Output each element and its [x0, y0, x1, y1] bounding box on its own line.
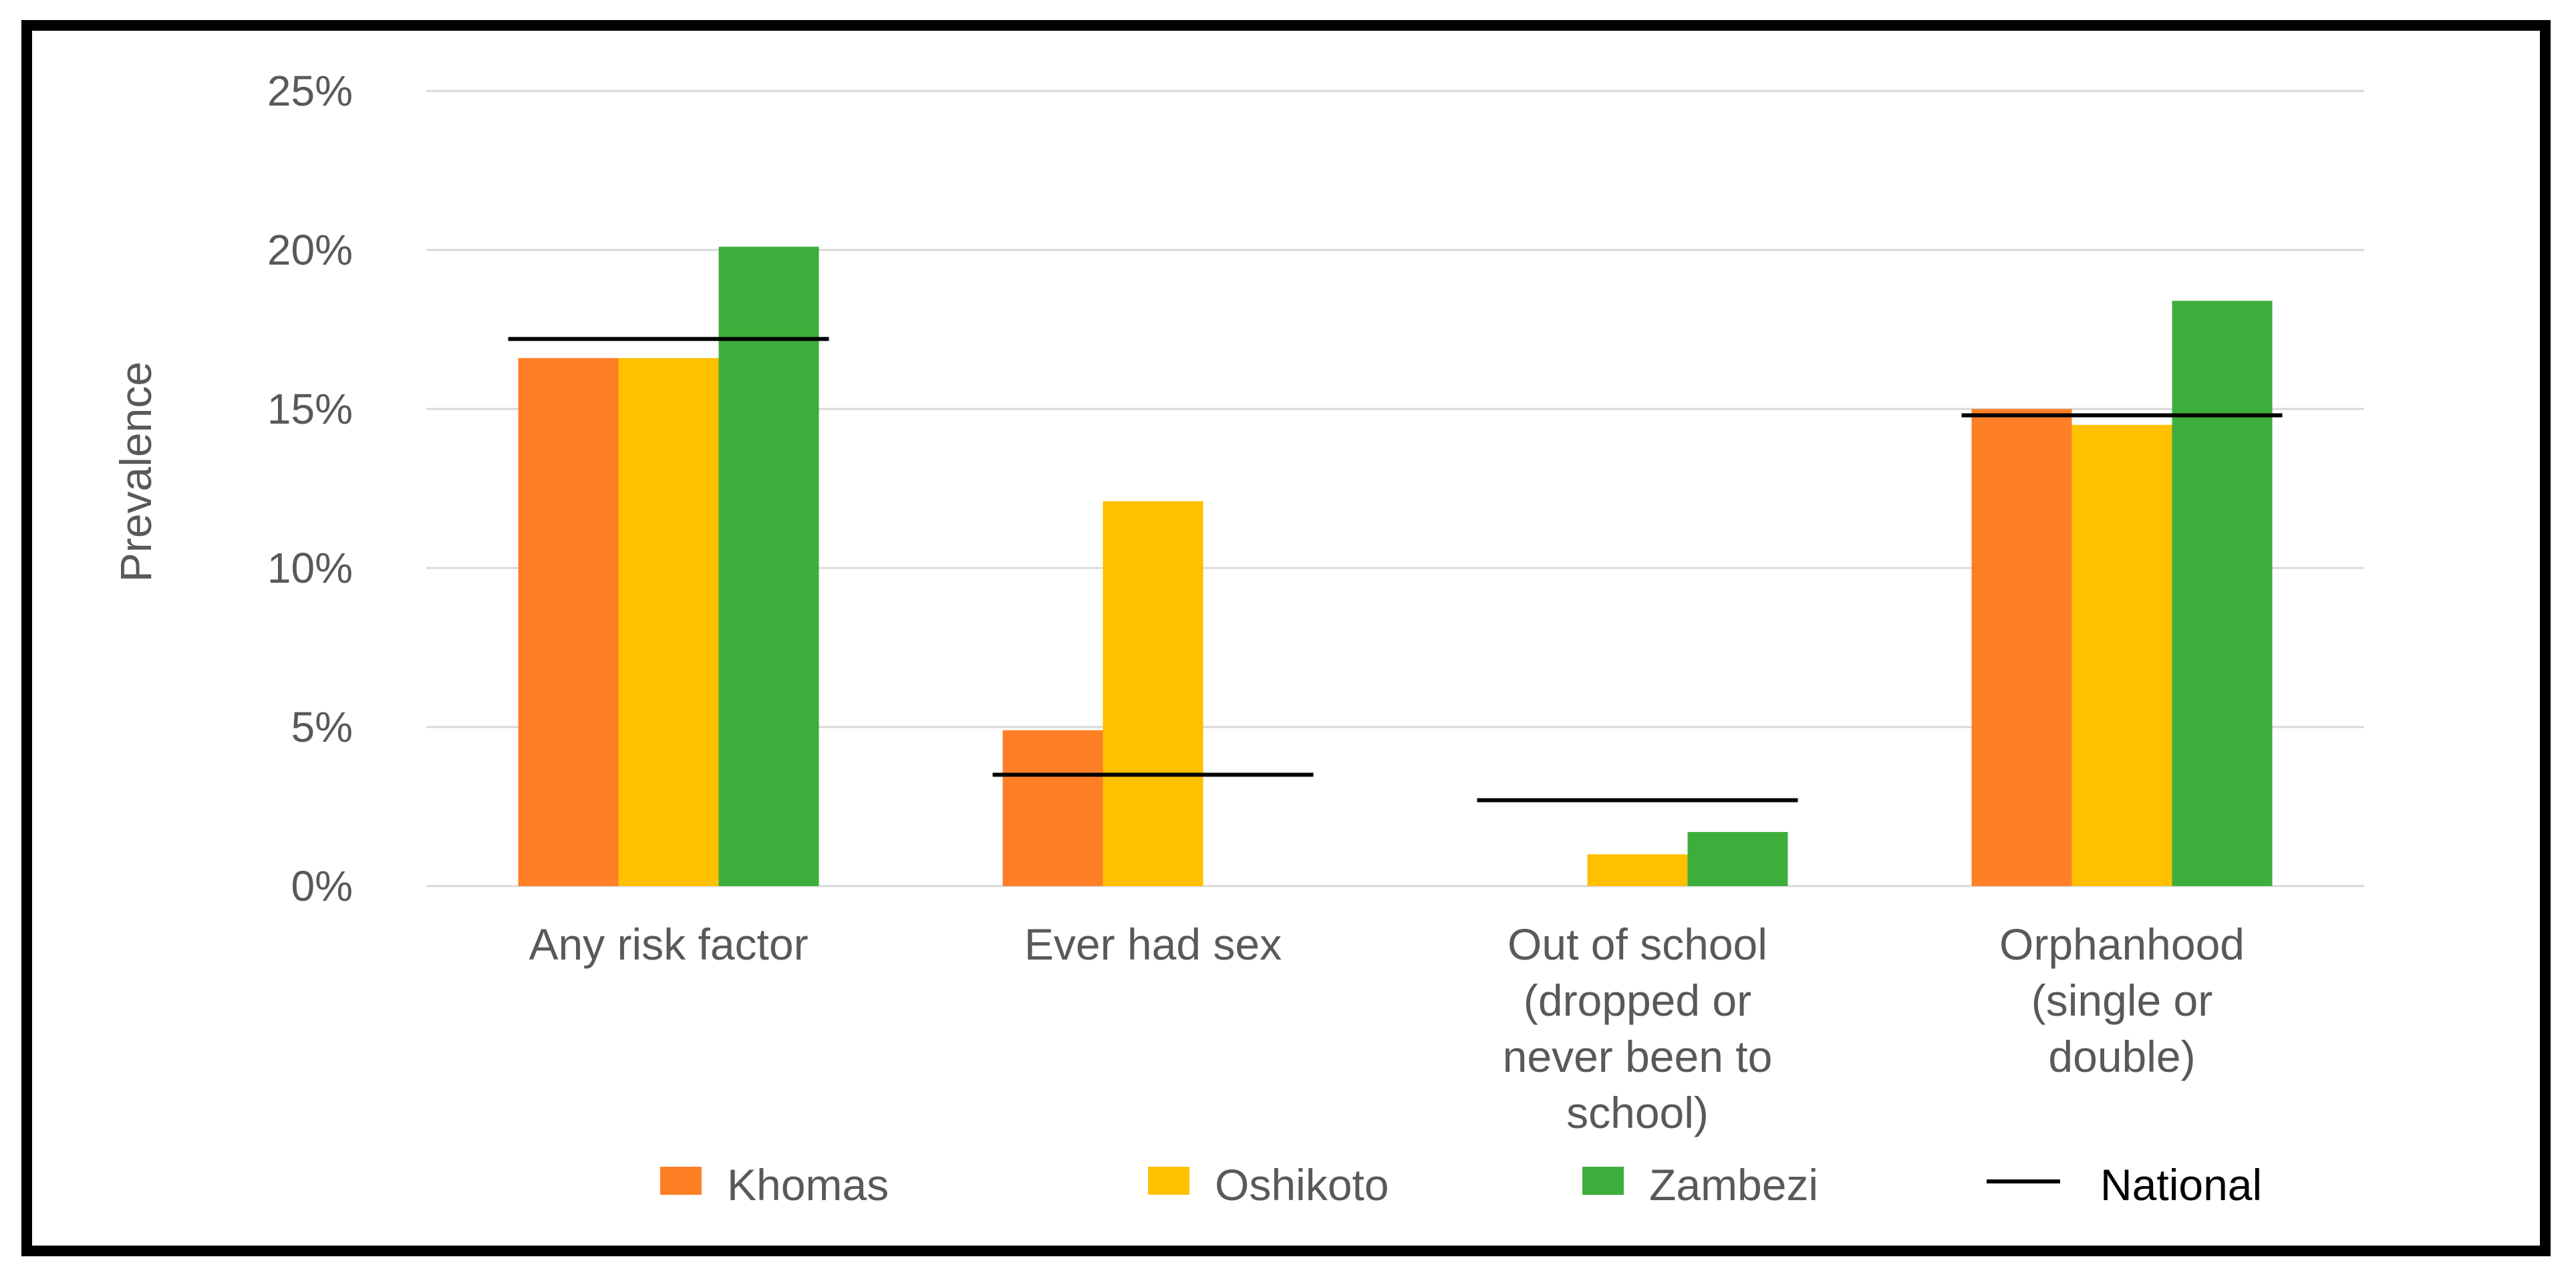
bar-zambezi	[1687, 832, 1788, 886]
legend-label: National	[2100, 1160, 2262, 1210]
legend-label: Oshikoto	[1215, 1160, 1389, 1210]
bar-zambezi	[2172, 301, 2273, 886]
legend-swatch-oshikoto	[1148, 1167, 1189, 1195]
bar-zambezi	[718, 247, 819, 886]
y-tick-label: 0%	[291, 862, 353, 910]
category-label: Out of school	[1508, 919, 1767, 969]
bar-oshikoto	[2071, 424, 2172, 886]
bar-oshikoto	[1587, 854, 1688, 886]
y-tick-label: 10%	[267, 544, 353, 592]
chart-frame: Prevalence 0% 5% 10% 15% 20% 25% Any risk fac…	[21, 20, 2551, 1256]
category-label: Any risk factor	[529, 919, 808, 969]
category-label: double)	[2048, 1032, 2195, 1081]
bar-khomas	[518, 358, 619, 886]
y-tick-label: 15%	[267, 385, 353, 433]
bar-khomas	[1971, 409, 2072, 886]
category-label: (dropped or	[1524, 976, 1751, 1025]
y-axis-title: Prevalence	[111, 362, 160, 582]
category-label: Ever had sex	[1024, 919, 1282, 969]
y-tick-label: 25%	[267, 67, 353, 115]
legend-swatch-zambezi	[1582, 1167, 1624, 1195]
category-label: Orphanhood	[1999, 919, 2245, 969]
category-label: school)	[1566, 1088, 1709, 1137]
legend-label: Khomas	[727, 1160, 889, 1210]
bar-khomas	[1002, 730, 1103, 886]
y-tick-label: 5%	[291, 703, 353, 751]
legend-label: Zambezi	[1649, 1160, 1818, 1210]
bar-oshikoto	[1103, 501, 1203, 886]
category-label: never been to	[1503, 1032, 1773, 1081]
legend-swatch-khomas	[660, 1167, 702, 1195]
category-label: (single or	[2031, 976, 2212, 1025]
bar-oshikoto	[618, 358, 719, 886]
bar-chart: Prevalence 0% 5% 10% 15% 20% 25% Any risk fac…	[111, 67, 2364, 1210]
y-tick-label: 20%	[267, 226, 353, 274]
